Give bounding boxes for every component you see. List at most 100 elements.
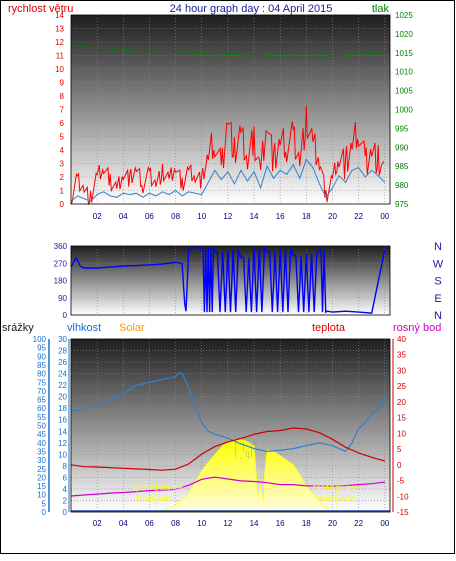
pressure-tick-label: 1010	[395, 68, 413, 77]
temperature-tick-label: 20	[397, 398, 406, 407]
sunrise-label: východ slunce	[132, 483, 183, 492]
time-tick-label: 20	[328, 519, 337, 528]
time-tick-label: 04	[119, 212, 128, 221]
time-tick-label: 06	[145, 212, 154, 221]
temperature-tick-label: -15	[397, 508, 409, 517]
rain-tick-label: 90	[37, 352, 46, 361]
plot-border	[70, 14, 391, 205]
wind-speed-axis-label: rychlost větru	[8, 3, 73, 15]
rain-tick-label: 85	[37, 361, 46, 370]
wind-direction-line	[70, 245, 386, 314]
temperature-tick-label: -5	[397, 477, 405, 486]
time-tick-label: 20	[328, 212, 337, 221]
dew-point-line	[70, 476, 385, 497]
humidity-tick-label: 6	[63, 473, 68, 482]
time-tick-label: 10	[197, 519, 206, 528]
compass-label: W	[433, 258, 444, 270]
time-tick-label: 22	[354, 519, 363, 528]
temperature-humidity-panel: východ slunce západ slunce Moon Set Moon Ri…	[33, 335, 409, 528]
compass-label: N	[434, 241, 442, 253]
sunset-label: západ slunce	[312, 483, 360, 492]
wind-speed-tick-label: 3	[60, 160, 65, 169]
humidity-tick-label: 8	[63, 462, 68, 471]
humidity-tick-label: 22	[58, 381, 67, 390]
temperature-tick-label: 35	[397, 351, 406, 360]
compass-label: S	[434, 276, 441, 288]
pressure-tick-label: 980	[395, 181, 409, 190]
humidity-tick-label: 0	[63, 508, 68, 517]
rain-tick-label: 75	[37, 378, 46, 387]
time-tick-label: 12	[223, 519, 232, 528]
wind-gust-line	[70, 105, 385, 206]
plot-border	[70, 245, 391, 316]
direction-tick-label: 360	[54, 242, 68, 251]
time-tick-label: 18	[302, 519, 311, 528]
direction-tick-label: 90	[58, 294, 67, 303]
humidity-tick-label: 20	[58, 393, 67, 402]
wind-speed-tick-label: 5	[60, 133, 65, 142]
time-tick-label: 14	[250, 519, 259, 528]
pressure-tick-label: 1020	[395, 30, 413, 39]
dew-point-axis-label: rosný bod	[393, 322, 441, 334]
humidity-tick-label: 16	[58, 416, 67, 425]
wind-speed-tick-label: 2	[60, 173, 65, 182]
rain-tick-label: 40	[37, 439, 46, 448]
humidity-tick-label: 10	[58, 450, 67, 459]
rain-tick-label: 80	[37, 370, 46, 379]
temperature-tick-label: 0	[397, 461, 402, 470]
rain-tick-label: 15	[37, 482, 46, 491]
rain-tick-label: 100	[33, 335, 47, 344]
time-tick-label: 16	[276, 519, 285, 528]
wind-speed-tick-label: 1	[60, 187, 65, 196]
humidity-tick-label: 24	[58, 370, 67, 379]
wind-average-line	[70, 158, 386, 202]
moonrise-label: Moon Rise	[316, 494, 355, 503]
direction-tick-label: 180	[54, 277, 68, 286]
humidity-tick-label: 28	[58, 347, 67, 356]
humidity-tick-label: 14	[58, 427, 67, 436]
wind-speed-tick-label: 10	[55, 65, 64, 74]
rain-tick-label: 45	[37, 430, 46, 439]
wind-speed-tick-label: 11	[56, 52, 65, 61]
wind-speed-tick-label: 6	[60, 119, 65, 128]
humidity-tick-label: 30	[58, 335, 67, 344]
pressure-line	[70, 44, 385, 58]
pressure-tick-label: 995	[395, 124, 409, 133]
humidity-tick-label: 12	[58, 439, 67, 448]
rain-tick-label: 50	[37, 422, 46, 431]
wind-speed-tick-label: 14	[55, 11, 64, 20]
pressure-tick-label: 1015	[395, 49, 413, 58]
rain-tick-label: 35	[37, 447, 46, 456]
direction-tick-label: 270	[54, 259, 68, 268]
rain-tick-label: 70	[37, 387, 46, 396]
pressure-tick-label: 1000	[395, 106, 413, 115]
compass-label: N	[434, 310, 442, 322]
rain-tick-label: 25	[37, 465, 46, 474]
time-tick-label: 06	[145, 519, 154, 528]
direction-tick-label: 0	[63, 311, 68, 320]
time-tick-label: 12	[223, 212, 232, 221]
temperature-tick-label: 40	[397, 335, 406, 344]
time-tick-label: 02	[93, 519, 102, 528]
rain-tick-label: 20	[37, 473, 46, 482]
pressure-tick-label: 985	[395, 162, 409, 171]
temperature-axis-label: teplota	[312, 322, 346, 334]
temperature-tick-label: 15	[397, 414, 406, 423]
rain-tick-label: 5	[42, 499, 47, 508]
humidity-tick-label: 4	[63, 485, 68, 494]
time-tick-label: 00	[380, 212, 389, 221]
wind-speed-tick-label: 4	[60, 146, 65, 155]
pressure-tick-label: 990	[395, 143, 409, 152]
temperature-tick-label: 10	[397, 429, 406, 438]
wind-speed-tick-label: 8	[60, 92, 65, 101]
temperature-tick-label: 5	[397, 445, 402, 454]
solar-radiation-area	[157, 438, 328, 513]
moonset-label: Moon Set	[136, 494, 171, 503]
solar-axis-label: Solar	[119, 322, 145, 334]
plot-border	[70, 338, 391, 513]
rain-tick-label: 60	[37, 404, 46, 413]
humidity-axis-label: vlhkost	[67, 322, 101, 334]
